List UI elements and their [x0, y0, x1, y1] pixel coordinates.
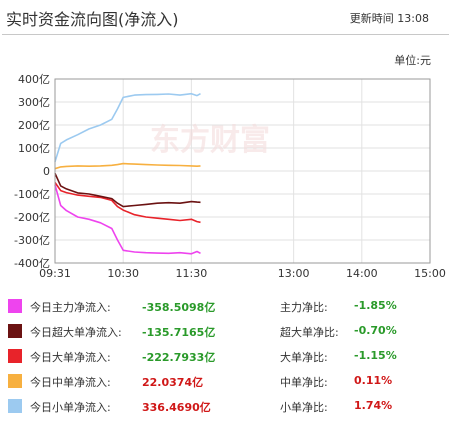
- y-tick-label: -200亿: [14, 211, 50, 224]
- chart-series: [54, 92, 201, 255]
- legend-ratio: 0.11%: [354, 374, 393, 387]
- legend-label: 今日中单净流入:: [30, 376, 111, 389]
- update-time-value: 13:08: [397, 12, 429, 25]
- x-tick-label: 11:30: [176, 267, 208, 280]
- legend-value: -135.7165亿: [142, 326, 216, 339]
- y-tick-label: -300亿: [14, 234, 50, 247]
- flow-chart: 东方财富 400亿 300亿 200亿 100亿 0 -100亿 -200亿 -300亿 -40…: [14, 73, 446, 280]
- series-line: [54, 92, 201, 163]
- y-tick-label: 0: [43, 165, 50, 178]
- x-tick-label: 09:31: [39, 267, 71, 280]
- legend-swatch: [8, 374, 22, 388]
- update-time-label: 更新時间: [349, 12, 394, 25]
- x-tick-label: 10:30: [107, 267, 139, 280]
- legend-swatch: [8, 324, 22, 338]
- x-axis-labels: 09:31 10:30 11:30 13:00 14:00 15:00: [39, 267, 446, 280]
- update-time: 更新時间 13:08: [350, 10, 429, 26]
- legend-ratio-label: 大单净比:: [280, 351, 328, 364]
- y-tick-label: 100亿: [18, 142, 50, 155]
- header-divider: [2, 34, 449, 35]
- y-tick-label: 300亿: [18, 96, 50, 109]
- legend-swatch: [8, 349, 22, 363]
- legend-ratio-label: 主力净比:: [280, 301, 328, 314]
- legend-ratio: -1.15%: [354, 349, 397, 362]
- legend-label: 今日大单净流入:: [30, 351, 111, 364]
- legend-swatch: [8, 399, 22, 413]
- legend-value: 336.4690亿: [142, 401, 211, 414]
- legend-value: -358.5098亿: [142, 301, 216, 314]
- series-line: [54, 182, 201, 224]
- legend-row: 今日中单净流入: 22.0374亿 中单净比: 0.11%: [8, 371, 444, 391]
- legend-label: 今日小单净流入:: [30, 401, 111, 414]
- legend-row: 今日小单净流入: 336.4690亿 小单净比: 1.74%: [8, 396, 444, 416]
- watermark-text: 东方财富: [150, 123, 270, 158]
- y-tick-label: -400亿: [14, 257, 50, 270]
- series-line: [54, 162, 201, 170]
- chart-grid: [54, 78, 431, 264]
- y-axis-labels: 400亿 300亿 200亿 100亿 0 -100亿 -200亿 -300亿 -400亿: [14, 73, 50, 270]
- legend-label: 今日超大单净流入:: [30, 326, 122, 339]
- plot-frame: [54, 78, 431, 264]
- legend-ratio: -1.85%: [354, 299, 397, 312]
- y-tick-label: -100亿: [14, 188, 50, 201]
- y-tick-label: 400亿: [18, 73, 50, 86]
- x-tick-label: 15:00: [414, 267, 446, 280]
- legend-value: -222.7933亿: [142, 351, 216, 364]
- legend-value: 22.0374亿: [142, 376, 204, 389]
- series-line: [54, 172, 201, 208]
- y-tick-label: 200亿: [18, 119, 50, 132]
- series-line: [54, 184, 201, 255]
- legend-ratio-label: 超大单净比:: [280, 326, 339, 339]
- legend-ratio: -0.70%: [354, 324, 397, 337]
- unit-label: 单位:元: [394, 54, 431, 67]
- legend-swatch: [8, 299, 22, 313]
- legend-row: 今日超大单净流入: -135.7165亿 超大单净比: -0.70%: [8, 321, 444, 341]
- legend-ratio-label: 中单净比:: [280, 376, 328, 389]
- legend-ratio: 1.74%: [354, 399, 393, 412]
- legend-row: 今日主力净流入: -358.5098亿 主力净比: -1.85%: [8, 296, 444, 316]
- page-title: 实时资金流向图(净流入): [6, 10, 179, 29]
- legend-ratio-label: 小单净比:: [280, 401, 328, 414]
- chart-header: 实时资金流向图(净流入) 更新時间 13:08: [0, 0, 451, 34]
- legend-label: 今日主力净流入:: [30, 301, 111, 314]
- x-tick-label: 14:00: [346, 267, 378, 280]
- legend-row: 今日大单净流入: -222.7933亿 大单净比: -1.15%: [8, 346, 444, 366]
- x-tick-label: 13:00: [278, 267, 310, 280]
